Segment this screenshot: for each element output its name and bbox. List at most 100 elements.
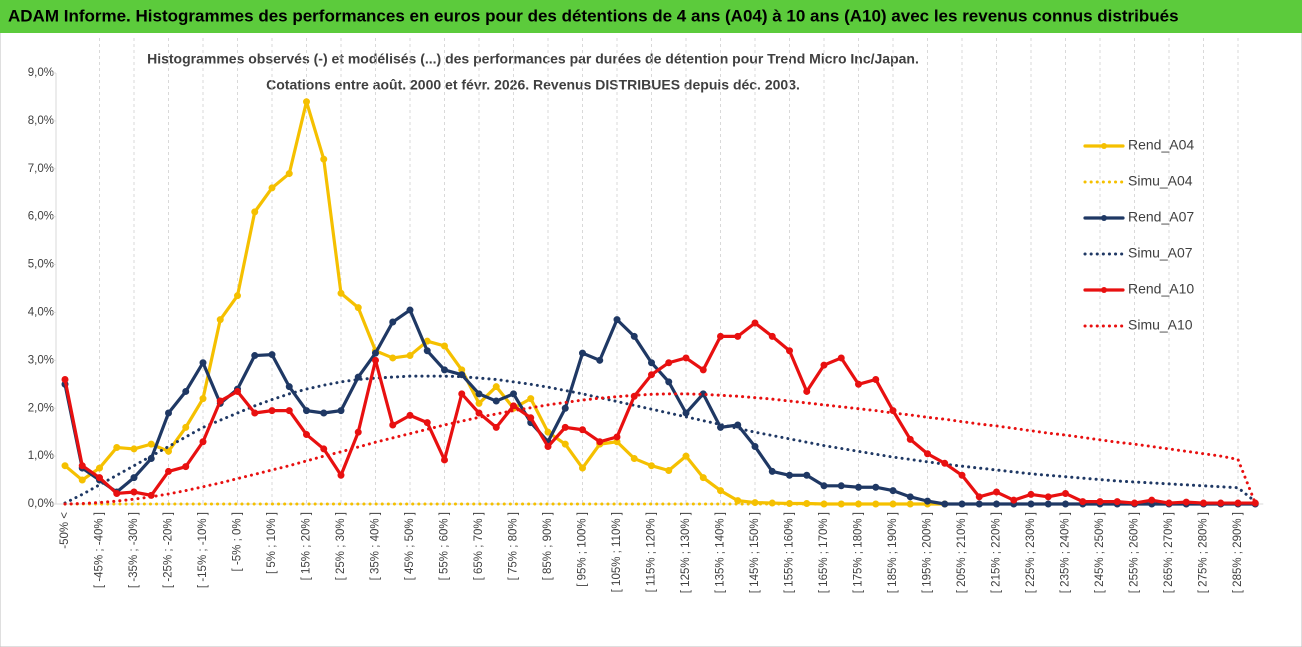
x-tick-label: -50% < — [59, 512, 71, 549]
point — [165, 447, 172, 455]
point — [820, 482, 828, 490]
point — [1131, 499, 1138, 507]
x-tick-label: [ 105% ; 110% ] — [611, 512, 623, 592]
x-tick-label: [ 125% ; 130% ] — [680, 512, 692, 593]
point — [527, 395, 535, 403]
legend-label: Rend_A04 — [1128, 137, 1194, 153]
point — [251, 352, 259, 360]
y-tick-label: 7,0% — [28, 163, 54, 175]
x-tick-label: [ 175% ; 180% ] — [853, 512, 865, 593]
x-tick-label: [ 15% ; 20% ] — [301, 512, 313, 580]
x-tick-label: [ -15% ; -10% ] — [197, 512, 209, 588]
point — [406, 411, 414, 419]
point — [389, 318, 397, 326]
point — [406, 306, 414, 314]
point — [699, 366, 707, 374]
point — [751, 319, 759, 327]
point — [786, 471, 793, 479]
point — [441, 366, 448, 374]
point — [699, 474, 707, 482]
x-tick-label: [ 135% ; 140% ] — [715, 512, 727, 593]
x-tick-label: [ 225% ; 230% ] — [1025, 512, 1037, 593]
point — [1200, 499, 1207, 507]
point — [285, 407, 293, 415]
point — [527, 414, 535, 422]
point — [303, 407, 310, 415]
point — [648, 371, 655, 379]
point — [354, 428, 362, 436]
point — [251, 409, 259, 417]
point — [199, 438, 207, 446]
x-tick-label: [ 235% ; 240% ] — [1060, 512, 1072, 593]
point — [1113, 498, 1121, 506]
legend-label: Simu_A07 — [1128, 245, 1193, 261]
point — [975, 500, 983, 508]
point — [682, 409, 690, 417]
point — [613, 316, 621, 324]
point — [182, 387, 190, 395]
point — [803, 471, 811, 479]
y-tick-label: 2,0% — [28, 402, 54, 414]
y-tick-label: 1,0% — [28, 450, 54, 462]
point — [285, 170, 293, 178]
point — [924, 450, 931, 458]
series-line — [63, 321, 1257, 505]
point — [872, 483, 880, 491]
point — [303, 98, 310, 106]
x-tick-label: [ 145% ; 150% ] — [749, 512, 761, 593]
x-tick-label: [ 85% ; 90% ] — [542, 512, 554, 580]
point — [285, 383, 293, 391]
point — [182, 423, 190, 431]
point — [665, 466, 673, 474]
x-tick-label: [ 185% ; 190% ] — [887, 512, 899, 593]
point — [61, 462, 69, 470]
point — [268, 351, 276, 359]
point — [423, 347, 431, 355]
point — [251, 208, 259, 216]
point — [1217, 499, 1225, 507]
point — [768, 332, 776, 340]
point — [958, 471, 966, 479]
point — [1044, 500, 1052, 508]
point — [268, 407, 276, 415]
point — [354, 304, 362, 312]
x-tick-label: [ 45% ; 50% ] — [404, 512, 416, 580]
y-tick-label: 8,0% — [28, 115, 54, 127]
point — [510, 390, 517, 398]
x-tick-label: [ 155% ; 160% ] — [784, 512, 796, 593]
point — [665, 378, 673, 386]
point — [734, 497, 742, 505]
point — [1079, 498, 1087, 506]
point — [510, 402, 517, 410]
point — [320, 409, 328, 417]
point — [717, 487, 724, 495]
x-tick-label: [ 215% ; 220% ] — [991, 512, 1003, 593]
point — [337, 407, 345, 415]
point — [130, 474, 138, 482]
x-tick-label: [ 65% ; 70% ] — [473, 512, 485, 580]
chart-title: Histogrammes observés (-) et modélisés (… — [147, 51, 919, 67]
y-tick-label: 3,0% — [28, 354, 54, 366]
chart-subtitle: Cotations entre août. 2000 et févr. 2026… — [266, 77, 800, 93]
point — [216, 316, 224, 324]
point — [648, 462, 655, 470]
point — [924, 497, 931, 505]
point — [165, 409, 172, 417]
point — [389, 421, 397, 429]
x-tick-label: [ -25% ; -20% ] — [163, 512, 175, 588]
point — [820, 361, 828, 369]
legend-label: Simu_A04 — [1128, 173, 1193, 189]
y-tick-label: 6,0% — [28, 211, 54, 223]
point — [337, 289, 345, 297]
x-tick-label: [ 95% ; 100% ] — [577, 512, 589, 587]
point — [441, 342, 448, 350]
point — [906, 493, 914, 501]
point — [561, 423, 569, 431]
point — [596, 356, 604, 364]
point — [544, 428, 552, 436]
point — [320, 155, 328, 163]
point — [682, 354, 690, 362]
x-tick-label: [ 205% ; 210% ] — [956, 512, 968, 593]
